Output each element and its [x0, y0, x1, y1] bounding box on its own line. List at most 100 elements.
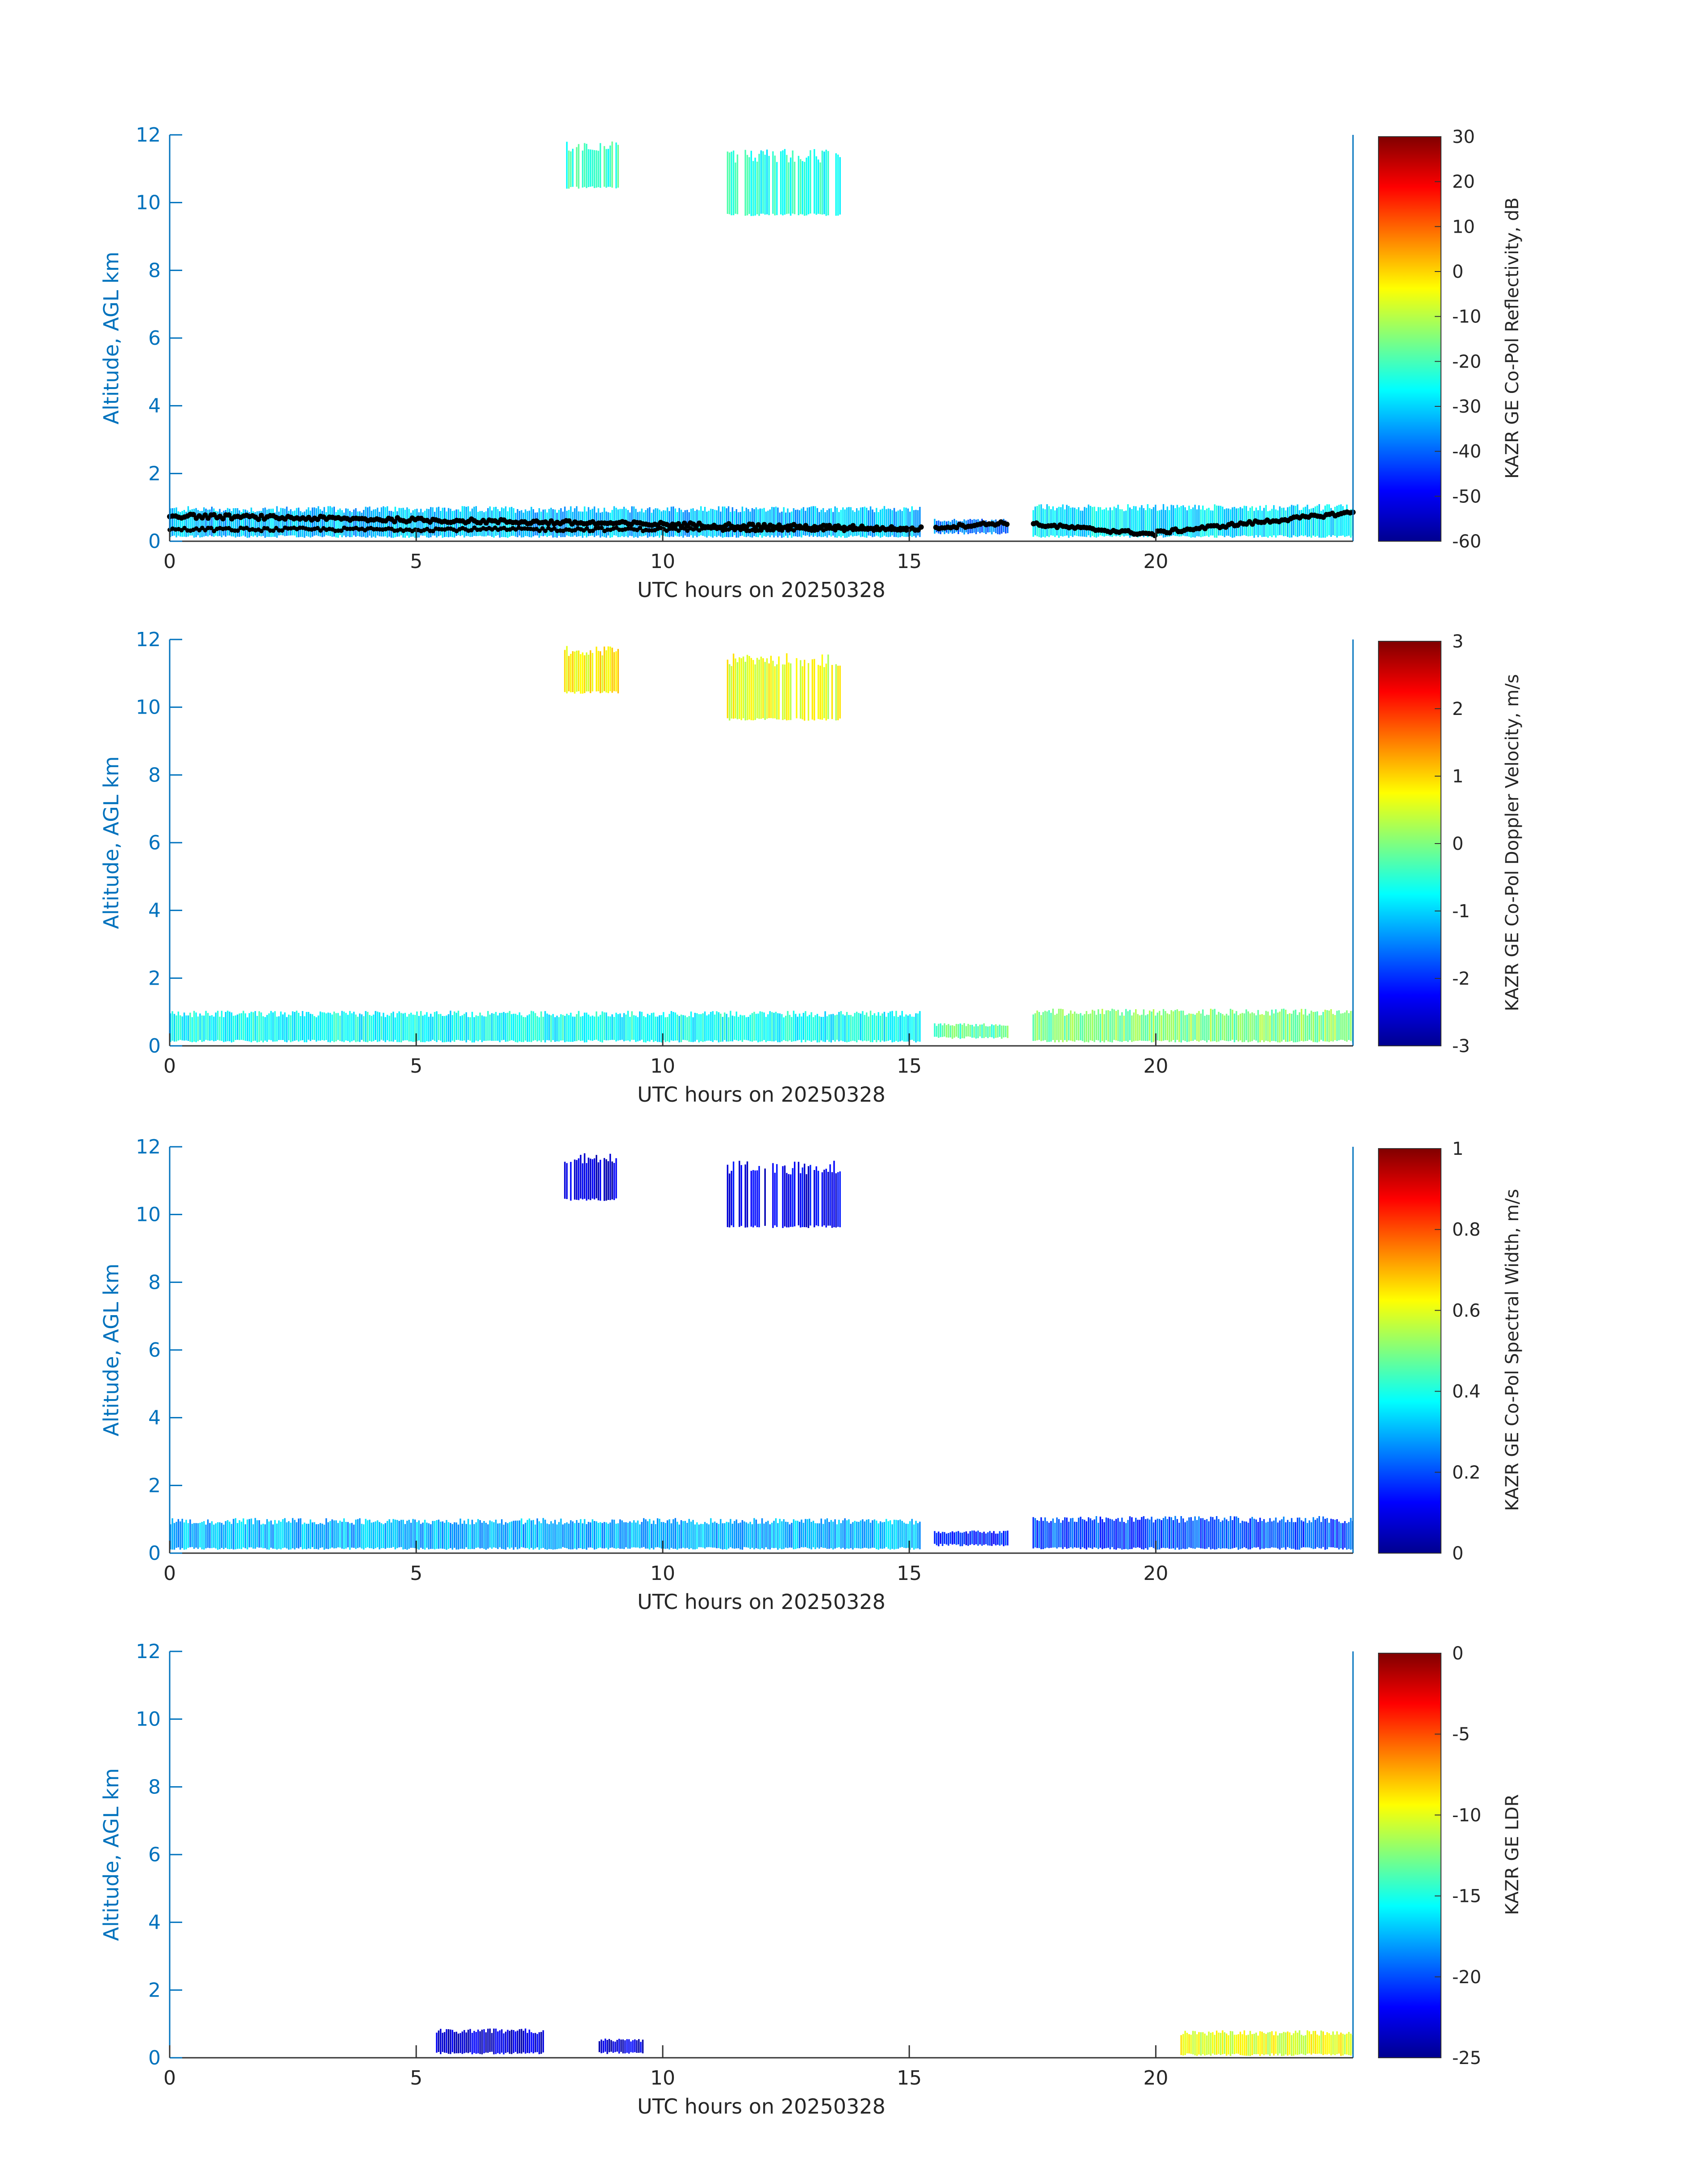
echo-column — [690, 1011, 692, 1042]
echo-column — [777, 507, 779, 538]
echo-column — [234, 1518, 237, 1550]
echo-column — [357, 511, 359, 536]
echo-column — [276, 1016, 278, 1041]
y-tick-label: 4 — [148, 1911, 161, 1934]
echo-column — [238, 1013, 240, 1040]
echo-column — [578, 1523, 580, 1548]
echo-column — [522, 1524, 524, 1548]
echo-column — [1070, 1518, 1072, 1547]
echo-column — [1172, 505, 1174, 535]
echo-column — [479, 1520, 481, 1549]
echo-column — [546, 1523, 548, 1550]
echo-column — [489, 2028, 491, 2052]
echo-column — [819, 162, 821, 214]
echo-column — [893, 1016, 895, 1042]
echo-column — [1338, 505, 1340, 536]
echo-column — [454, 1011, 455, 1042]
colorbar-tick-label: -1 — [1452, 901, 1470, 922]
echo-column — [623, 1013, 625, 1041]
echo-column — [1032, 1517, 1034, 1549]
echo-column — [1091, 507, 1094, 536]
echo-column — [422, 1015, 424, 1042]
echo-column — [1348, 510, 1350, 536]
echo-column — [897, 510, 899, 538]
x-axis-label: UTC hours on 20250328 — [637, 578, 885, 602]
echo-column — [181, 1519, 183, 1548]
echo-column — [1206, 508, 1208, 536]
echo-column — [505, 2031, 507, 2053]
echo-column — [768, 156, 770, 215]
echo-column — [1340, 1523, 1342, 1548]
echo-column — [440, 1521, 442, 1549]
echo-column — [280, 508, 282, 535]
echo-column — [1307, 1015, 1308, 1041]
echo-column — [584, 506, 585, 536]
echo-column — [789, 1524, 791, 1548]
y-axis-label: Altitude, AGL km — [99, 1768, 123, 1941]
echo-column — [655, 1524, 656, 1548]
echo-column — [394, 1017, 396, 1040]
echo-column — [1334, 1015, 1336, 1040]
echo-column — [720, 511, 722, 537]
echo-column — [734, 511, 735, 535]
echo-column — [798, 1521, 801, 1548]
echo-column — [948, 1533, 949, 1546]
echo-column — [842, 1014, 844, 1041]
echo-column — [858, 1013, 860, 1040]
echo-column — [1202, 2032, 1204, 2055]
cloud-base-point — [1152, 533, 1158, 539]
echo-column — [471, 1520, 473, 1549]
echo-column — [608, 2039, 610, 2052]
echo-column — [1314, 506, 1316, 537]
echo-column — [507, 2030, 509, 2052]
echo-column — [369, 1015, 371, 1041]
echo-column — [764, 155, 766, 215]
echo-column — [798, 510, 801, 537]
echo-column — [564, 1015, 566, 1042]
y-tick-label: 10 — [136, 192, 161, 214]
echo-column — [1293, 1522, 1295, 1549]
echo-column — [384, 1523, 386, 1549]
echo-column — [286, 1522, 288, 1549]
echo-column — [647, 1521, 649, 1549]
echo-column — [611, 1161, 613, 1199]
echo-column — [909, 511, 911, 536]
echo-column — [876, 1521, 877, 1549]
echo-column — [230, 1524, 233, 1549]
cloud-base-point — [1004, 522, 1010, 527]
x-tick-label: 0 — [163, 550, 176, 573]
echo-column — [866, 508, 868, 538]
echo-column — [1127, 504, 1129, 536]
colorbar-tick-label: 0 — [1452, 1543, 1463, 1564]
echo-column — [1312, 1012, 1314, 1042]
echo-column — [509, 1011, 511, 1041]
echo-column — [686, 1523, 688, 1548]
echo-region-3 — [1032, 504, 1354, 538]
colorbar-tick-label: -20 — [1452, 1967, 1481, 1988]
echo-column — [633, 1520, 635, 1547]
echo-column — [592, 1519, 593, 1548]
echo-column — [877, 512, 879, 537]
echo-column — [1157, 510, 1158, 537]
echo-column — [171, 1518, 173, 1550]
echo-column — [572, 1521, 574, 1550]
echo-column — [1058, 1519, 1060, 1547]
echo-column — [1226, 1014, 1228, 1041]
echo-column — [292, 1011, 294, 1041]
echo-column — [772, 660, 774, 719]
echo-column — [225, 510, 227, 537]
echo-column — [1094, 1011, 1095, 1042]
echo-column — [361, 513, 363, 537]
echo-column — [296, 1011, 298, 1040]
echo-column — [1125, 1009, 1127, 1041]
echo-column — [712, 1522, 714, 1548]
echo-column — [503, 2033, 505, 2055]
echo-column — [753, 1518, 755, 1550]
echo-column — [802, 507, 805, 535]
y-tick-label: 10 — [136, 1203, 161, 1226]
echo-column — [593, 1158, 595, 1199]
echo-column — [1218, 506, 1219, 536]
echo-column — [1064, 1015, 1066, 1040]
